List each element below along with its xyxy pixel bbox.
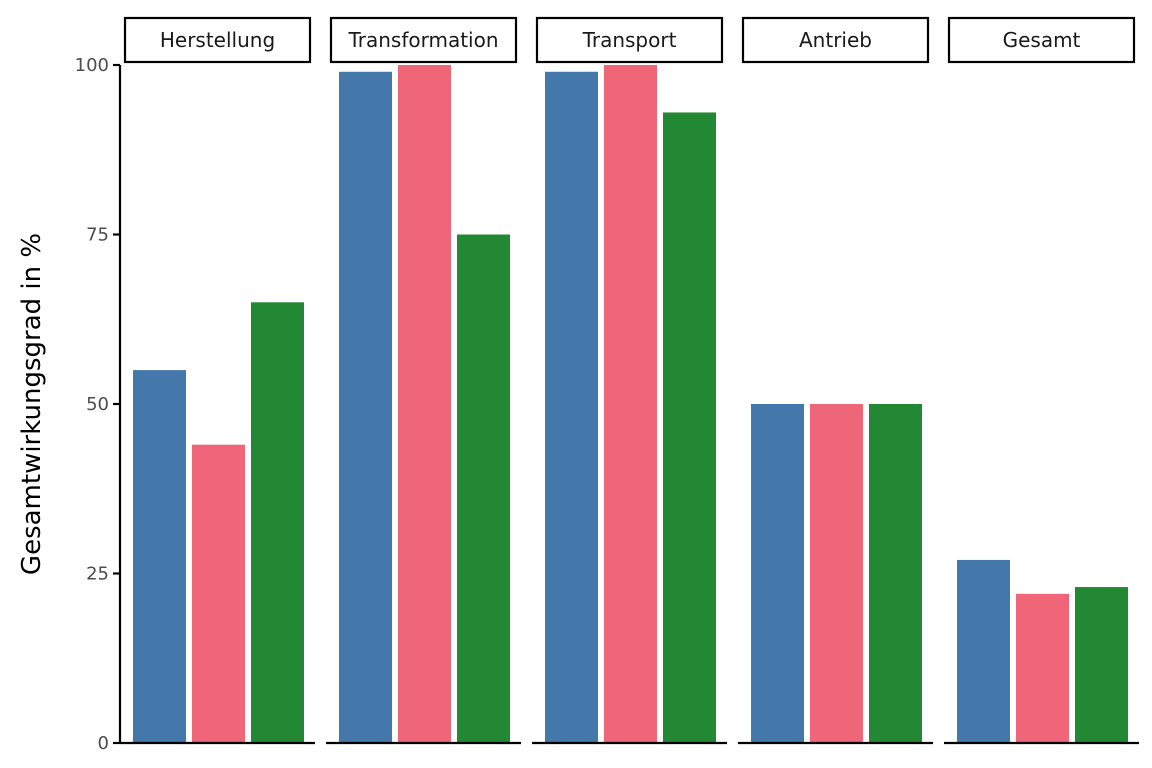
- bar: [604, 65, 657, 743]
- facet-strip: [741, 16, 930, 64]
- facet-strip-label: Transformation: [347, 28, 498, 52]
- y-tick-label: 75: [86, 225, 109, 246]
- bar: [133, 370, 186, 743]
- y-axis-title: Gesamtwirkungsgrad in %: [17, 233, 47, 575]
- bar: [457, 234, 510, 743]
- bar: [1075, 587, 1128, 743]
- bar: [545, 71, 598, 743]
- facet-panel-gesamt: Gesamt: [944, 16, 1139, 745]
- bar: [957, 559, 1010, 743]
- facet-panel-antrieb: Antrieb: [738, 16, 933, 745]
- y-tick-label: 100: [75, 55, 109, 76]
- facet-strip: [535, 16, 724, 64]
- y-tick-label: 25: [86, 564, 109, 585]
- facet-strip-label: Transport: [582, 28, 677, 52]
- facet-strip: [947, 16, 1136, 64]
- facet-strip: [123, 16, 312, 64]
- bar: [1016, 593, 1069, 743]
- bar: [751, 404, 804, 743]
- bar: [192, 444, 245, 743]
- facet-strip: [329, 16, 518, 64]
- bar: [251, 302, 304, 743]
- y-tick-label: 50: [86, 394, 109, 415]
- bar: [663, 112, 716, 743]
- y-axis: 0 25 50 75 100: [75, 55, 122, 754]
- facet-panel-transformation: Transformation: [326, 16, 521, 745]
- facet-strip-label: Antrieb: [799, 28, 872, 52]
- y-tick-label: 0: [98, 733, 109, 754]
- facet-panels: Herstellung Transformation Transport Antrie…: [120, 16, 1139, 745]
- facet-strip-label: Gesamt: [1003, 28, 1081, 52]
- bar: [869, 404, 922, 743]
- bar: [339, 71, 392, 743]
- facet-strip-label: Herstellung: [160, 28, 275, 52]
- bar: [398, 65, 451, 743]
- facet-panel-herstellung: Herstellung: [120, 16, 315, 745]
- facet-panel-transport: Transport: [532, 16, 727, 745]
- bar: [810, 404, 863, 743]
